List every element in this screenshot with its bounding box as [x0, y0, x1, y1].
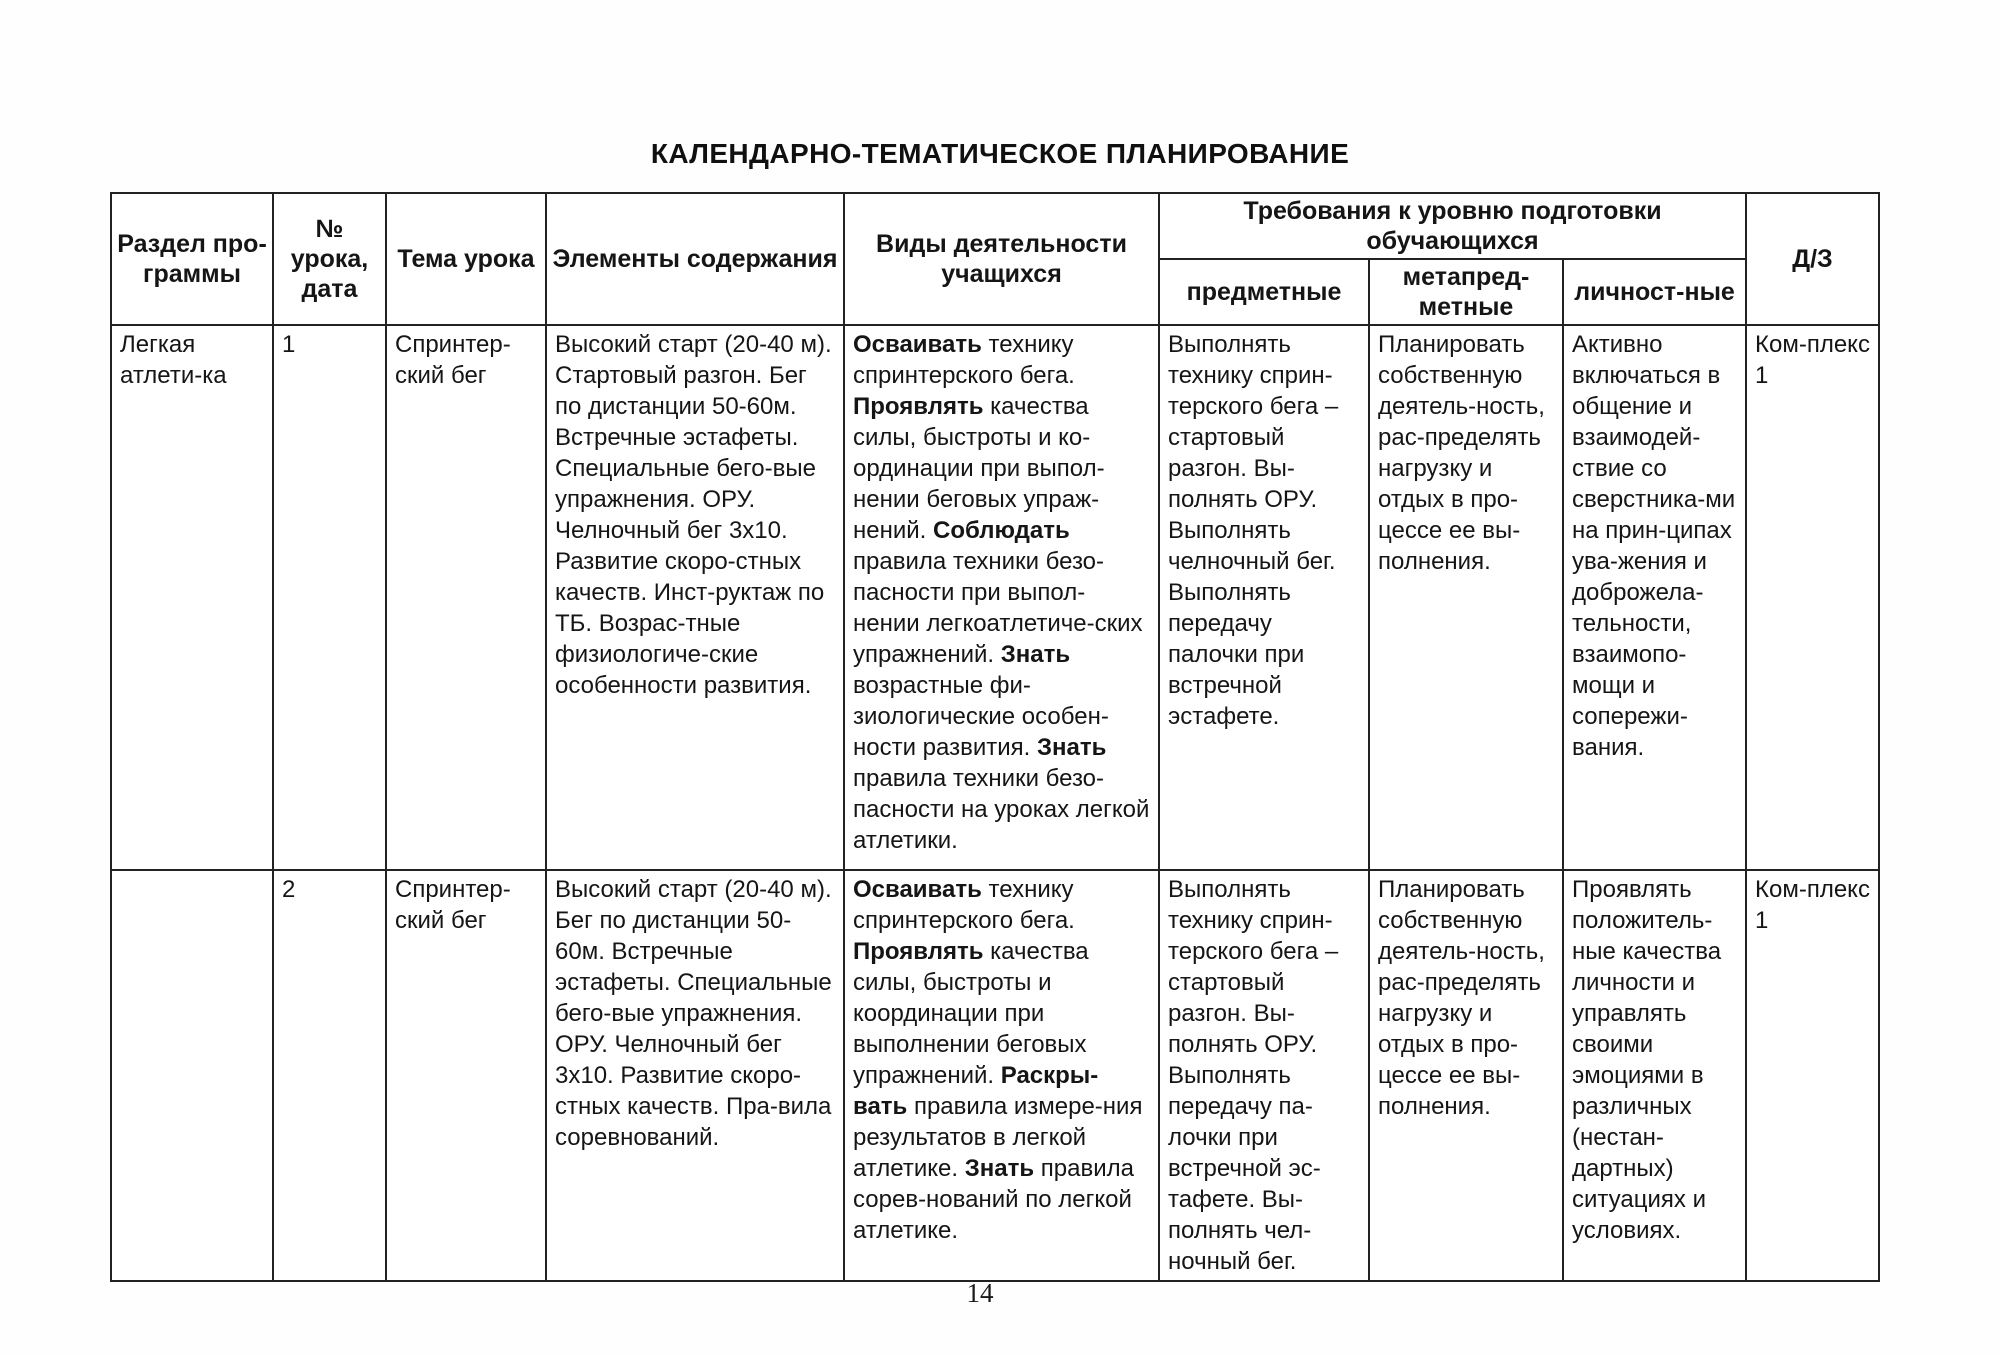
header-activities: Виды деятельности учащихся	[843, 192, 1160, 326]
cell-content: Высокий старт (20-40 м). Бег по дистанци…	[545, 869, 845, 1282]
cell-section	[110, 869, 274, 1282]
cell-topic: Спринтер-ский бег	[385, 324, 547, 871]
page-title: КАЛЕНДАРНО-ТЕМАТИЧЕСКОЕ ПЛАНИРОВАНИЕ	[650, 138, 1350, 169]
cell-lesson-no: 1	[272, 324, 387, 871]
cell-personal: Активно включаться в общение и взаимодей…	[1561, 324, 1748, 871]
cell-topic: Спринтер-ский бег	[385, 869, 547, 1282]
cell-meta-subject: Планировать собственную деятель-ность, р…	[1368, 869, 1564, 1282]
cell-lesson-no: 2	[272, 869, 387, 1282]
cell-homework: Ком-плекс 1	[1745, 324, 1881, 871]
cell-subject: Выполнять технику сприн-терского бега – …	[1158, 324, 1370, 871]
planning-table: Раздел про-граммы № урока, дата Тема уро…	[110, 192, 1881, 1282]
header-requirements-group: Требования к уровню подготовки обучающих…	[1157, 192, 1748, 260]
cell-section: Легкая атлети-ка	[110, 324, 274, 871]
header-content: Элементы содержания	[545, 192, 845, 326]
table-row-lesson-1: Легкая атлети-ка 1 Спринтер-ский бег Выс…	[110, 324, 1881, 871]
cell-activities: Осваивать технику спринтерского бега. Пр…	[843, 324, 1160, 871]
header-homework: Д/З	[1745, 192, 1881, 326]
header-personal: личност-ные	[1561, 258, 1748, 326]
cell-activities: Осваивать технику спринтерского бега. Пр…	[843, 869, 1160, 1282]
header-section: Раздел про-граммы	[110, 192, 274, 326]
header-subject: предметные	[1158, 258, 1370, 326]
cell-meta-subject: Планировать собственную деятель-ность, р…	[1368, 324, 1564, 871]
table-row-lesson-2: 2 Спринтер-ский бег Высокий старт (20-40…	[110, 869, 1881, 1282]
cell-homework: Ком-плекс 1	[1745, 869, 1881, 1282]
cell-personal: Проявлять положитель-ные качества личнос…	[1561, 869, 1748, 1282]
header-topic: Тема урока	[385, 192, 547, 326]
cell-subject: Выполнять технику сприн-терского бега – …	[1158, 869, 1370, 1282]
header-meta-subject: метапред-метные	[1368, 258, 1564, 326]
header-lesson-no: № урока, дата	[272, 192, 387, 326]
page-number: 14	[966, 1278, 994, 1308]
cell-content: Высокий старт (20-40 м). Стартовый разго…	[545, 324, 845, 871]
